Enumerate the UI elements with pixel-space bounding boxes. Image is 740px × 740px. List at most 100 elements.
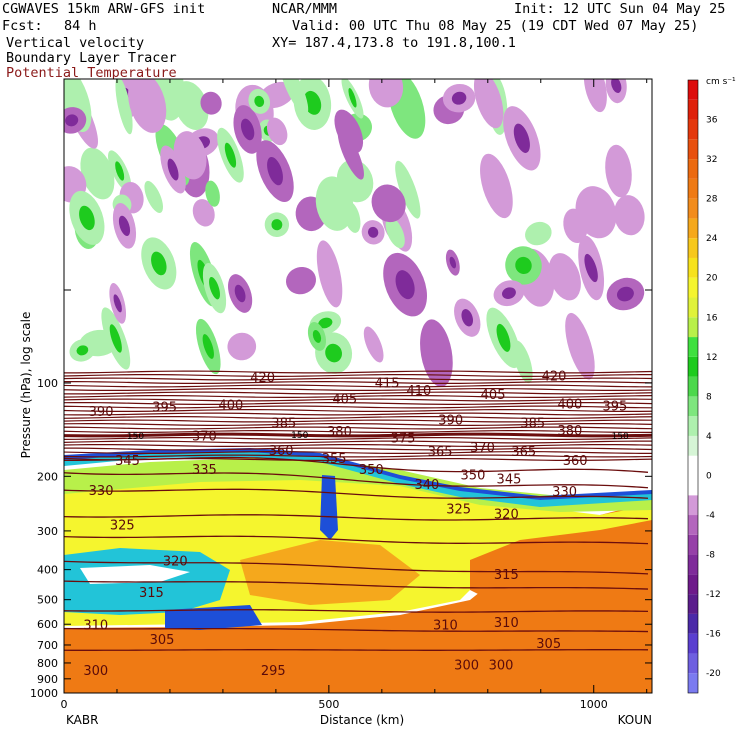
colorbar-segment <box>688 613 698 634</box>
wave-blob-core <box>167 158 179 181</box>
theta-label: 355 <box>322 452 347 467</box>
colorbar-segment <box>688 594 698 614</box>
x-tick-label: 0 <box>61 698 68 711</box>
colorbar-segment <box>688 257 698 278</box>
wave-blob <box>80 147 115 200</box>
theta-label: 150 <box>127 432 144 442</box>
y-tick-label: 100 <box>37 377 58 390</box>
theta-line <box>64 437 652 440</box>
wave-blob <box>565 312 595 380</box>
theta-line-troposphere <box>64 627 649 633</box>
colorbar-segment <box>688 356 698 377</box>
wave-blob-core <box>616 286 634 302</box>
theta-label: 420 <box>542 370 567 385</box>
theta-label: 310 <box>83 618 108 633</box>
x-tick-label: 1000 <box>580 698 608 711</box>
upper-level-waves <box>64 79 645 387</box>
wave-blob-core <box>267 156 283 186</box>
colorbar-tick-label: 28 <box>706 195 718 205</box>
theta-label: 410 <box>407 384 432 399</box>
colorbar-segment <box>688 376 698 397</box>
theta-label: 400 <box>557 397 582 412</box>
wave-blob-core <box>515 256 532 275</box>
colorbar-segment <box>688 277 698 298</box>
theta-line-troposphere <box>64 472 649 489</box>
theta-label: 315 <box>139 586 164 601</box>
theta-line <box>64 391 652 395</box>
theta-label: 365 <box>428 445 453 460</box>
theta-label: 405 <box>332 393 357 408</box>
theta-line <box>64 398 652 402</box>
wave-blob-core <box>348 88 357 108</box>
theta-label: 300 <box>489 658 514 673</box>
colorbar-segment <box>688 455 698 496</box>
theta-label: 405 <box>481 388 506 403</box>
wave-blob-core <box>611 79 622 93</box>
wave-blob <box>480 153 513 219</box>
wave-blob <box>200 91 222 115</box>
colorbar-tick-label: 16 <box>706 313 718 323</box>
colorbar-tick-label: -8 <box>706 551 715 561</box>
colorbar-tick-label: -4 <box>706 511 715 521</box>
theta-line-troposphere <box>64 580 649 590</box>
theta-line-troposphere <box>64 514 649 521</box>
y-tick-label: 400 <box>37 564 58 577</box>
theta-line <box>64 426 652 430</box>
colorbar-tick-label: 4 <box>706 432 712 442</box>
colorbar-tick-label: -20 <box>706 669 721 679</box>
wave-blob <box>315 176 354 231</box>
theta-line <box>64 412 652 416</box>
theta-line-troposphere <box>64 560 649 575</box>
theta-label: 395 <box>152 401 177 416</box>
wave-blob-core <box>109 324 122 353</box>
theta-label: 325 <box>110 518 135 533</box>
wave-blob-core <box>76 345 89 356</box>
theta-label: 420 <box>250 371 275 386</box>
theta-label: 305 <box>536 637 561 652</box>
colorbar-segment <box>688 297 698 318</box>
vertical-velocity-field <box>64 79 652 693</box>
colorbar-units: cm s⁻¹ <box>706 77 736 87</box>
colorbar-segment <box>688 198 698 219</box>
y-tick-label: 1000 <box>30 687 58 700</box>
wave-blob-core <box>151 251 167 276</box>
theta-line <box>64 443 652 447</box>
theta-label: 395 <box>603 400 628 415</box>
wave-blob-core <box>254 95 265 108</box>
theta-label: 345 <box>115 454 140 469</box>
wave-blob <box>205 180 220 207</box>
colorbar-segment <box>688 159 698 179</box>
field-orange-lower <box>64 505 652 693</box>
y-tick-label: 500 <box>37 594 58 607</box>
theta-label: 380 <box>557 424 582 439</box>
fcst-value: 84 h <box>64 18 97 34</box>
colorbar-tick-label: 20 <box>706 274 718 284</box>
colorbar-segment <box>688 99 698 120</box>
plot-area: 295 300 300 300 305 305 310 310 310 315 315 320 320 3… <box>63 78 653 694</box>
org-label: NCAR/MMM <box>272 1 338 17</box>
colorbar: -20 -16 -12 -8 -4 0 4 8 12 16 20 24 28 32 36 <box>687 79 721 694</box>
wave-blob <box>363 326 384 363</box>
theta-line <box>64 451 652 455</box>
theta-label: 360 <box>563 454 588 469</box>
colorbar-segment <box>688 139 698 160</box>
wave-blob <box>337 128 364 180</box>
colorbar-segment <box>688 515 698 535</box>
theta-label: 385 <box>520 416 545 431</box>
field-blue-lower-left <box>165 605 262 630</box>
y-axis-title: Pressure (hPa), log scale <box>19 312 33 459</box>
field-vertical-velocity: Vertical velocity <box>6 35 145 51</box>
field-orange-blob-1 <box>470 520 652 620</box>
theta-label: 305 <box>150 633 175 648</box>
theta-label: 310 <box>433 618 458 633</box>
wave-blob <box>420 319 453 387</box>
theta-line <box>64 432 652 438</box>
theta-label: 335 <box>192 463 217 478</box>
theta-line <box>64 454 652 458</box>
wave-blob <box>316 240 343 308</box>
theta-line <box>64 388 652 392</box>
theta-line <box>64 373 652 377</box>
theta-line-troposphere <box>64 488 649 499</box>
